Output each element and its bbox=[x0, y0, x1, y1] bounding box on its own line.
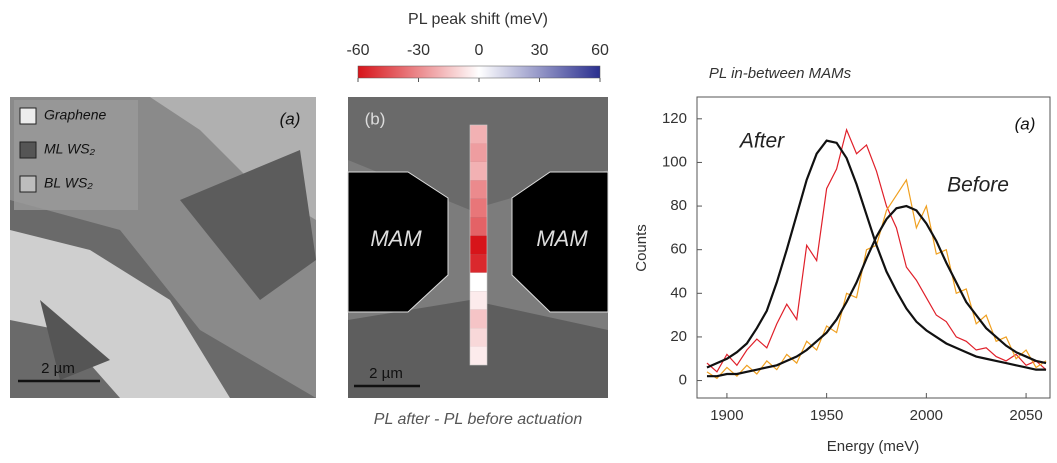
caption: PL after - PL before actuation bbox=[374, 411, 583, 428]
y-tick-label: 80 bbox=[670, 197, 687, 214]
panel-label: (a) bbox=[280, 109, 301, 128]
shift-cell bbox=[470, 217, 487, 236]
colorbar bbox=[357, 65, 601, 79]
scale-label: 2 µm bbox=[41, 360, 75, 377]
legend-label: ML WS₂ bbox=[44, 141, 96, 157]
colorbar-tick-label: 0 bbox=[475, 42, 484, 59]
x-tick-label: 1900 bbox=[710, 407, 743, 424]
y-tick-label: 20 bbox=[670, 328, 687, 345]
strip-frame bbox=[469, 124, 488, 366]
region-label: MAM bbox=[370, 226, 422, 251]
y-axis-label: Counts bbox=[633, 224, 650, 272]
y-tick-label: 40 bbox=[670, 284, 687, 301]
flake bbox=[180, 150, 316, 300]
shift-cell bbox=[470, 291, 487, 310]
x-tick-label: 1950 bbox=[810, 407, 843, 424]
shift-cell bbox=[470, 180, 487, 199]
chart-title: PL in-between MAMs bbox=[709, 65, 852, 82]
shift-cell bbox=[470, 346, 487, 365]
shift-cell bbox=[470, 272, 487, 292]
x-axis-label: Energy (meV) bbox=[827, 438, 920, 455]
colorbar-tick-label: 60 bbox=[591, 42, 609, 59]
colorbar-tick-label: 30 bbox=[531, 42, 549, 59]
y-tick-label: 100 bbox=[662, 153, 687, 170]
y-tick-label: 60 bbox=[670, 241, 687, 258]
y-tick-label: 120 bbox=[662, 110, 687, 127]
x-tick-label: 2000 bbox=[910, 407, 943, 424]
series-group bbox=[706, 127, 1047, 380]
series-label: Before bbox=[947, 174, 1009, 197]
panel-label: (a) bbox=[1015, 114, 1036, 133]
colorbar-title: PL peak shift (meV) bbox=[408, 11, 548, 28]
shift-cell bbox=[470, 309, 487, 329]
shift-cell bbox=[470, 198, 487, 218]
panel-c: PL in-between MAMs Energy (meV) Counts (… bbox=[633, 65, 1051, 455]
mam-electrode bbox=[347, 171, 449, 313]
flake bbox=[40, 300, 110, 380]
data-line bbox=[706, 178, 1047, 380]
legend-label: Graphene bbox=[44, 107, 106, 123]
legend-swatch bbox=[19, 107, 37, 125]
x-tick-label: 2050 bbox=[1009, 407, 1042, 424]
series-label: After bbox=[738, 130, 785, 153]
flake bbox=[10, 230, 230, 398]
shift-cell bbox=[470, 143, 487, 162]
panel-a: (a) 2 µm bbox=[10, 97, 316, 398]
region-label: MAM bbox=[536, 226, 588, 251]
scale-label: 2 µm bbox=[369, 365, 403, 382]
plot-frame bbox=[696, 96, 1051, 399]
shift-cell bbox=[470, 328, 487, 347]
legend-swatch bbox=[19, 141, 37, 159]
colorbar-tick-label: -60 bbox=[346, 42, 369, 59]
mam-electrode bbox=[511, 171, 609, 313]
fit-line bbox=[706, 204, 1047, 378]
shift-cell bbox=[470, 125, 487, 144]
shift-cell bbox=[470, 235, 487, 255]
y-tick-label: 0 bbox=[679, 372, 687, 389]
colorbar-tick-label: -30 bbox=[407, 42, 430, 59]
fit-line bbox=[706, 139, 1047, 371]
legend-label: BL WS₂ bbox=[44, 175, 93, 191]
legend-swatch bbox=[19, 175, 37, 193]
panel-label: (b) bbox=[365, 109, 386, 128]
shift-cell bbox=[470, 161, 487, 181]
shift-cell bbox=[470, 254, 487, 273]
data-line bbox=[706, 127, 1047, 373]
